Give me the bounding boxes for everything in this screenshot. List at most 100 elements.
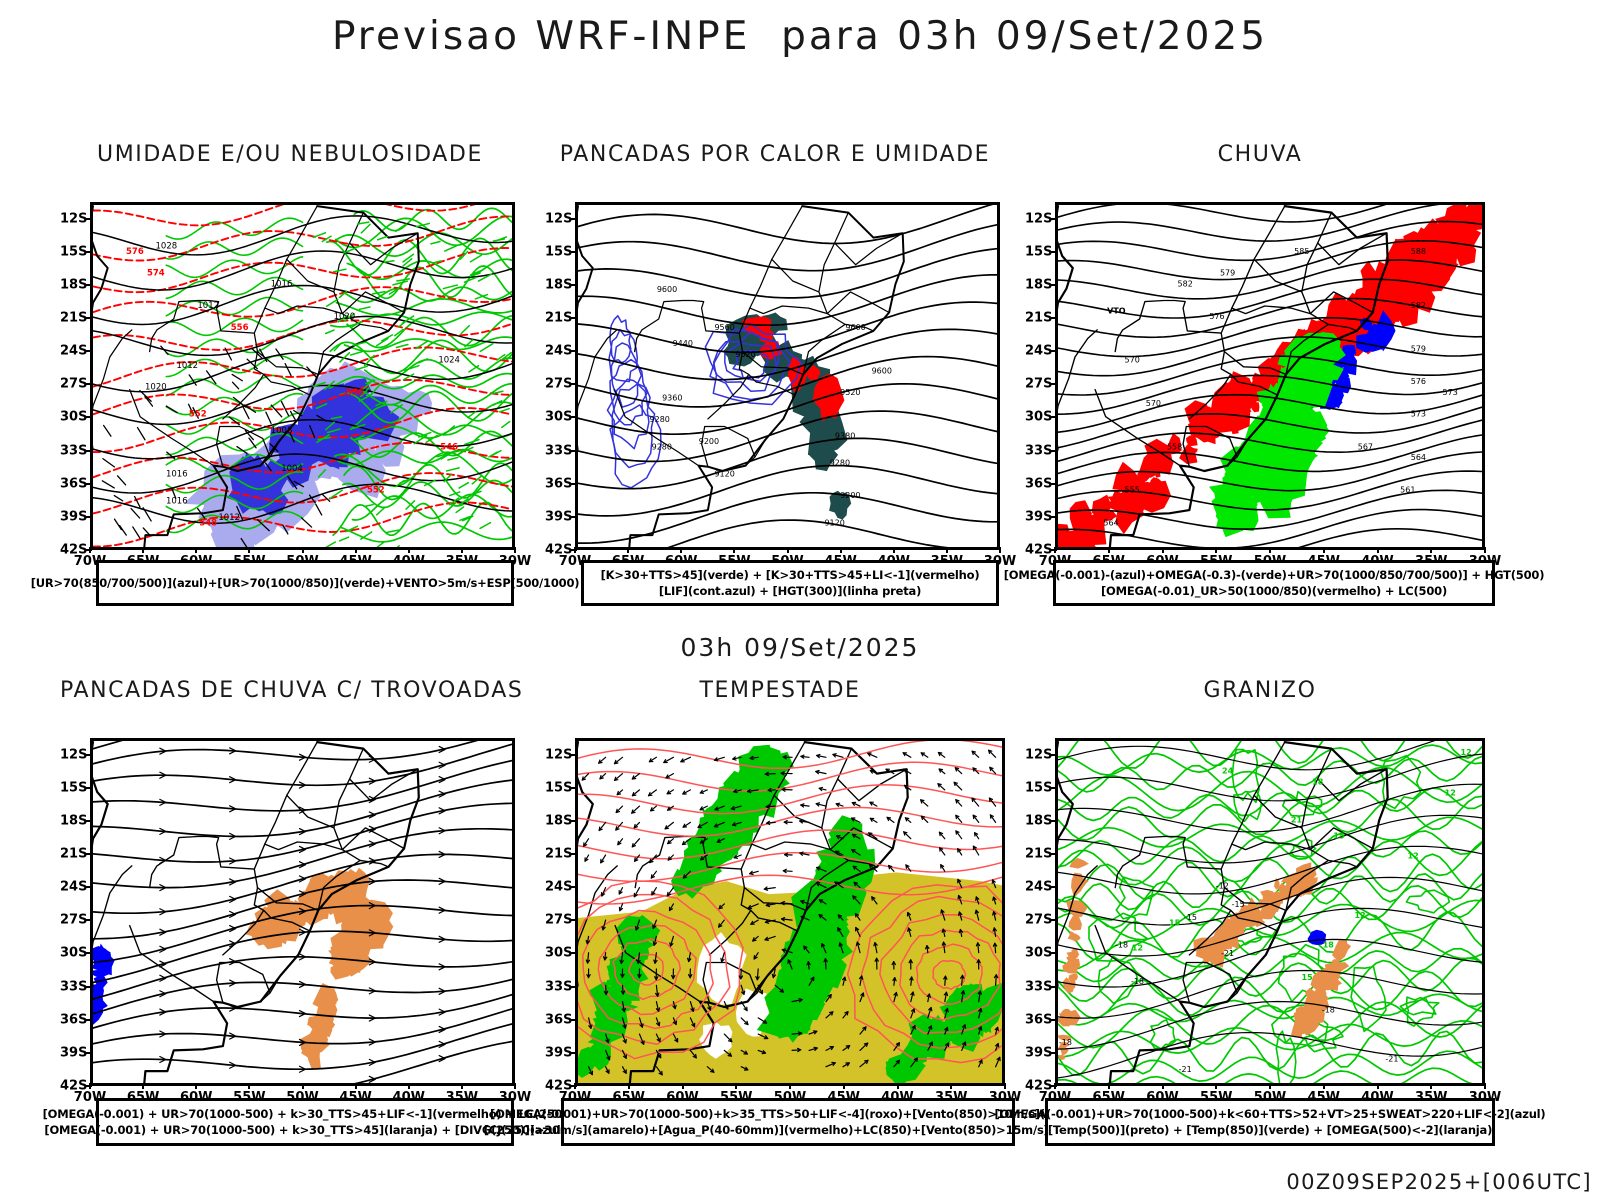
plot-area-tempestade[interactable] [578, 741, 1002, 1083]
plot-area-pancadas-calor[interactable]: 9600 9560 9520 9600 9600 9440 9520 9380 9360 9280… [578, 205, 997, 547]
caption-line: [UR>70(850/700/500)](azul)+[UR>70(1000/8… [30, 576, 580, 590]
y-axis-tick-label: 12S [545, 747, 573, 763]
y-axis-tick [1051, 350, 1057, 353]
y-axis-tick [571, 1018, 577, 1021]
y-axis-tick [1051, 952, 1057, 955]
y-axis-tick [86, 819, 92, 822]
y-axis-tick [1051, 283, 1057, 286]
x-axis-tick [1484, 547, 1486, 553]
plot-area-chuva[interactable]: 582 585 588 582 579 579 576 576 573 570 567 564 561 5… [1058, 205, 1482, 547]
x-axis-tick [1054, 1083, 1056, 1089]
page-title: Previsao WRF-INPE para 03h 09/Set/2025 [331, 14, 1269, 59]
map-pancadas-calor[interactable]: 9600 9560 9520 9600 9600 9440 9520 9380 9360 9280… [545, 170, 1016, 569]
y-axis-tick-label: 42S [545, 1078, 573, 1094]
svg-text:9120: 9120 [714, 469, 734, 478]
middle-timestamp-label: 03h 09/Set/2025 [680, 633, 920, 662]
x-axis-tick [789, 1083, 791, 1089]
svg-text:570: 570 [1125, 355, 1140, 364]
x-axis-tick [1161, 1083, 1164, 1089]
x-axis-tick [1054, 547, 1056, 553]
y-axis-tick-label: 24S [1025, 879, 1053, 895]
y-axis-tick [86, 350, 92, 353]
caption-line: [OMEGA(-0.001)+UR>70(1000-500)+k<60+TTS>… [994, 1107, 1546, 1121]
panel-tempestade: TEMPESTADE 12S 15S 18S 21S 24S 27S 30S 33S 36S 39… [484, 678, 1092, 1153]
svg-text:15: 15 [1333, 832, 1345, 841]
y-axis-tick [571, 919, 577, 922]
x-axis-tick [896, 1083, 899, 1089]
y-axis-tick-label: 21S [60, 310, 88, 326]
y-axis-tick-label: 18S [60, 813, 88, 829]
svg-text:582: 582 [1178, 279, 1193, 288]
y-axis-tick [571, 985, 577, 988]
svg-text:9360: 9360 [662, 393, 682, 402]
svg-text:552: 552 [189, 410, 207, 420]
svg-text:1016: 1016 [166, 497, 188, 507]
y-axis-tick-label: 33S [60, 979, 88, 995]
map-pancadas-trovoadas[interactable]: 12S15S18S21S24S27S30S33S36S39S42S70W65W6… [60, 706, 531, 1105]
y-axis-tick [1051, 416, 1057, 419]
svg-text:1008: 1008 [271, 426, 293, 436]
map-umidade[interactable]: 1012 1016 1020 1024 1028 1008 1004 1016 1012 1020… [60, 170, 531, 569]
y-axis-tick [571, 786, 577, 789]
y-axis-tick-label: 42S [60, 542, 88, 558]
svg-text:VTO: VTO [1107, 307, 1126, 316]
caption-granizo: [OMEGA(-0.001)+UR>70(1000-500)+k<60+TTS>… [995, 1098, 1546, 1146]
svg-text:12: 12 [1132, 944, 1143, 953]
svg-text:-18: -18 [1115, 940, 1128, 949]
x-axis-tick [839, 547, 842, 553]
x-axis-tick [1107, 547, 1110, 553]
y-axis-tick-label: 15S [1025, 780, 1053, 796]
y-axis-tick [86, 786, 92, 789]
x-axis-tick [1430, 547, 1433, 553]
x-axis-tick [142, 1083, 145, 1089]
svg-text:9560: 9560 [714, 323, 734, 332]
y-axis-tick-label: 39S [60, 1045, 88, 1061]
svg-text:1012: 1012 [197, 301, 219, 311]
y-axis-tick [1051, 786, 1057, 789]
x-axis-tick [1161, 547, 1164, 553]
y-axis-tick [571, 853, 577, 855]
svg-text:555: 555 [1125, 486, 1140, 495]
svg-text:564: 564 [1411, 453, 1426, 462]
y-axis-tick-label: 39S [1025, 509, 1053, 525]
caption-line: [OMEGA(-0.01)_UR>50(1000/850)(vermelho) … [1100, 584, 1448, 598]
svg-text:556: 556 [346, 388, 364, 398]
svg-text:9280: 9280 [830, 459, 850, 468]
x-axis-tick [89, 547, 91, 553]
y-axis-tick-label: 15S [1025, 244, 1053, 260]
svg-text:9600: 9600 [657, 285, 677, 294]
svg-text:-21: -21 [1221, 949, 1234, 958]
y-axis-tick-label: 33S [545, 979, 573, 995]
x-axis-tick [460, 547, 463, 553]
map-chuva[interactable]: 582 585 588 582 579 579 576 576 573 570 567 564 561 5… [1025, 170, 1501, 569]
x-axis-tick [627, 1083, 630, 1089]
x-axis-tick [514, 547, 516, 553]
x-axis-tick [680, 547, 683, 553]
svg-text:579: 579 [1220, 269, 1235, 278]
y-axis-tick-label: 36S [545, 1012, 573, 1028]
plot-area-umidade[interactable]: 1012 1016 1020 1024 1028 1008 1004 1016 1012 1020… [93, 205, 512, 547]
y-axis-tick [86, 416, 92, 419]
plot-area-granizo[interactable]: -12 -15 -18 -18 -21 -15 -18 -21 -18 -21 12 12 12 12 15… [1058, 741, 1482, 1083]
svg-text:1028: 1028 [156, 241, 178, 251]
x-axis-tick [248, 547, 251, 553]
svg-text:9380: 9380 [835, 431, 855, 440]
svg-text:556: 556 [231, 323, 249, 333]
y-axis-tick-label: 12S [60, 747, 88, 763]
plot-area-pancadas-trovoadas[interactable] [93, 741, 512, 1083]
x-axis-tick [301, 547, 304, 553]
y-axis-tick-label: 12S [545, 211, 573, 227]
y-axis-tick-label: 21S [545, 310, 573, 326]
y-axis-tick [86, 283, 92, 286]
map-tempestade[interactable]: 12S15S18S21S24S27S30S33S36S39S42S70W65W6… [545, 706, 1021, 1105]
svg-text:15: 15 [1302, 973, 1314, 982]
y-axis-tick [86, 1018, 92, 1021]
y-axis-tick [86, 217, 92, 220]
map-granizo[interactable]: -12 -15 -18 -18 -21 -15 -18 -21 -18 -21 12 12 12 12 15… [1025, 706, 1501, 1105]
y-axis-tick-label: 24S [1025, 343, 1053, 359]
y-axis-tick [1051, 853, 1057, 855]
y-axis-tick-label: 12S [1025, 211, 1053, 227]
x-axis-tick [892, 547, 895, 553]
y-axis-tick [571, 449, 577, 452]
y-axis-tick-label: 18S [1025, 277, 1053, 293]
